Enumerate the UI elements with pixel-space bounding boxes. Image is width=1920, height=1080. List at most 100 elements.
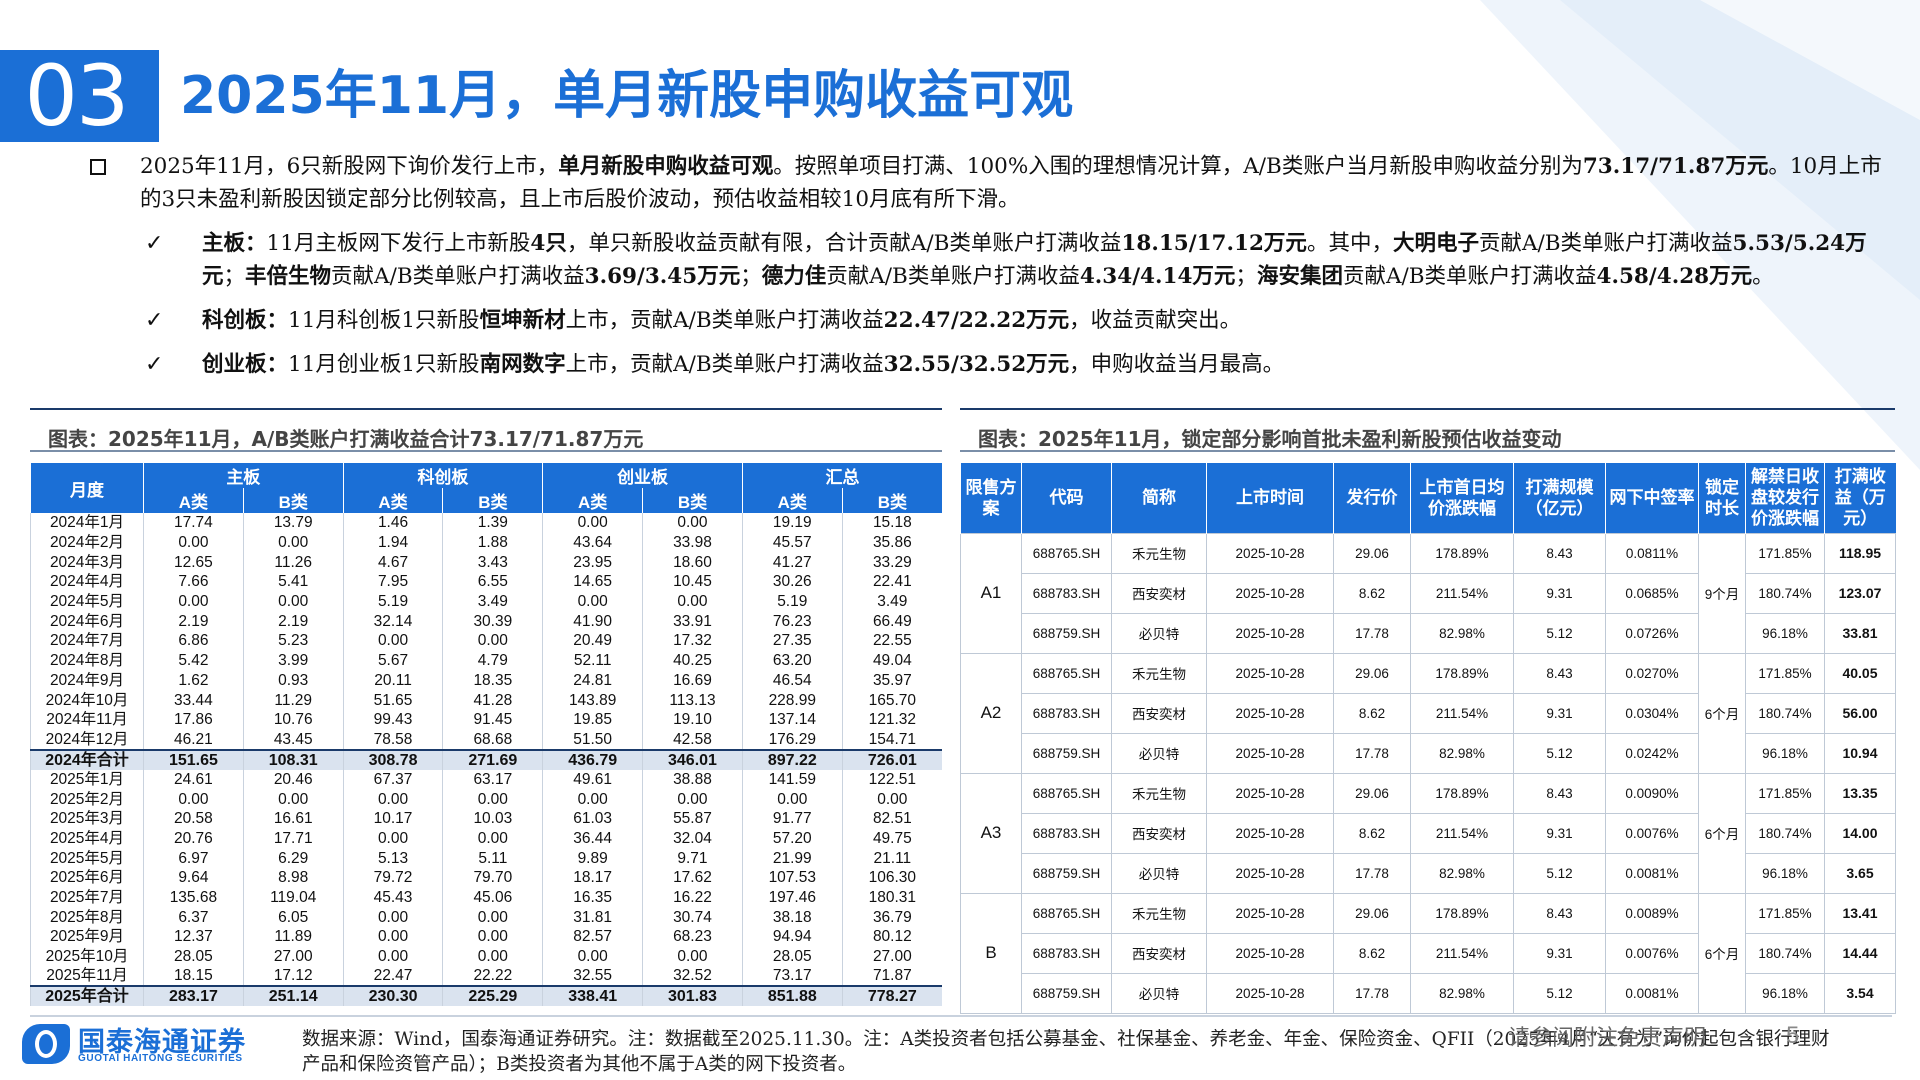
income-cell: 13.35 <box>1824 772 1896 814</box>
value-cell: 0.00 <box>342 927 443 947</box>
value-cell: 10.76 <box>242 709 344 730</box>
value-cell: 143.89 <box>542 690 643 710</box>
win-rate-cell: 0.0685% <box>1605 572 1699 614</box>
value-cell: 57.20 <box>741 828 843 849</box>
value-cell: 24.61 <box>143 769 244 790</box>
value-cell: 107.53 <box>741 868 843 888</box>
table-row: A2 688765.SH 禾元生物 2025-10-28 29.06 178.89% 8.4… <box>960 652 1896 774</box>
scale-cell: 9.31 <box>1513 692 1606 734</box>
listing-date-cell: 2025-10-28 <box>1206 572 1334 614</box>
value-cell: 0.00 <box>442 907 543 928</box>
column-header: 限售方案 <box>960 463 1022 533</box>
table-row: 2024年5月 0.00 0.00 5.19 3.49 0.00 0.00 5.19 3.49 <box>30 591 942 612</box>
month-cell: 2025年11月 <box>30 966 144 987</box>
bold-text-segment: 德力佳 <box>761 264 827 289</box>
group-header-chinext: 创业板 <box>542 463 743 488</box>
month-cell: 2025年7月 <box>30 887 144 908</box>
section-number: 03 <box>0 50 152 142</box>
bold-text-segment: 22.47/22.22万元 <box>883 308 1070 333</box>
table-row: 2024年7月 6.86 5.23 0.00 0.00 20.49 17.32 27.35 22… <box>30 631 942 651</box>
value-cell: 11.26 <box>242 552 344 573</box>
value-cell: 9.64 <box>143 868 244 888</box>
board-point-text: 科创板：11月科创板1只新股恒坤新材上市，贡献A/B类单账户打满收益22.47/… <box>202 304 1890 337</box>
value-cell: 9.71 <box>642 848 743 868</box>
table-row: 2024年3月 12.65 11.26 4.67 3.43 23.95 18.60 41.27… <box>30 552 942 573</box>
month-cell: 2025年4月 <box>30 828 144 849</box>
table-row: 2025年4月 20.76 17.71 0.00 0.00 36.44 32.04 57.20… <box>30 828 942 849</box>
bold-text-segment: 大明电子 <box>1392 231 1479 256</box>
value-cell: 0.00 <box>342 907 443 928</box>
bold-text-segment: 创业板： <box>202 352 289 377</box>
value-cell: 6.05 <box>242 907 344 928</box>
value-cell: 30.74 <box>642 907 743 928</box>
name-cell: 禾元生物 <box>1111 652 1207 694</box>
value-cell: 113.13 <box>642 690 743 710</box>
issue-price-cell: 29.06 <box>1333 772 1411 814</box>
value-cell: 23.95 <box>542 552 643 573</box>
table-row: 688783.SH 西安奕材 2025-10-28 8.62 211.54% 9.31 0.… <box>961 692 1896 734</box>
value-cell: 78.58 <box>342 729 443 750</box>
bold-text-segment: 32.55/32.52万元 <box>883 352 1070 377</box>
table-row: 2024年1月 17.74 13.79 1.46 1.39 0.00 0.00 19.19 15… <box>30 513 942 533</box>
annual-total-row: 2025年合计 283.17 251.14 230.30 225.29 338.41 301… <box>30 985 942 1007</box>
value-cell: 17.12 <box>242 966 344 987</box>
value-cell: 22.41 <box>841 572 942 592</box>
value-cell: 41.28 <box>442 690 543 710</box>
board-point-text: 创业板：11月创业板1只新股南网数字上市，贡献A/B类单账户打满收益32.55/… <box>202 348 1890 381</box>
value-cell: 18.60 <box>642 552 743 573</box>
value-cell: 71.87 <box>841 966 942 987</box>
left-chart-title: 图表：2025年11月，A/B类账户打满收益合计73.17/71.87万元 <box>30 408 942 452</box>
value-cell: 22.22 <box>442 966 543 987</box>
value-cell: 3.49 <box>442 591 543 612</box>
lock-period-cell: 6个月 <box>1698 892 1746 1014</box>
value-cell: 0.00 <box>242 532 344 553</box>
value-cell: 346.01 <box>642 748 743 770</box>
value-cell: 251.14 <box>242 985 344 1007</box>
value-cell: 1.94 <box>342 532 443 553</box>
value-cell: 20.49 <box>542 631 643 651</box>
bold-text-segment: 丰倍生物 <box>245 264 332 289</box>
value-cell: 76.23 <box>741 611 843 632</box>
win-rate-cell: 0.0811% <box>1605 532 1699 574</box>
value-cell: 108.31 <box>242 748 344 770</box>
month-cell: 2024年6月 <box>30 611 144 632</box>
month-cell: 2024年7月 <box>30 631 144 651</box>
table-row: 2025年6月 9.64 8.98 79.72 79.70 18.17 17.62 107.5… <box>30 868 942 888</box>
income-cell: 118.95 <box>1824 532 1896 574</box>
value-cell: 45.06 <box>442 887 543 908</box>
first-day-change-cell: 82.98% <box>1410 852 1514 894</box>
intro-text: 2025年11月，6只新股网下询价发行上市，单月新股申购收益可观。按照单项目打满… <box>140 150 1890 216</box>
value-cell: 32.52 <box>642 966 743 987</box>
scheme-cell: A1 <box>960 532 1022 654</box>
disclaimer-link[interactable]: 请参阅附注免责声明 <box>1508 1026 1707 1051</box>
text-segment: 。10月上市的3只未盈利新股因锁定部分比例较高，且上市后股价波动，预估收益相较1… <box>140 154 1882 212</box>
section-divider <box>150 50 159 142</box>
listing-date-cell: 2025-10-28 <box>1206 972 1334 1014</box>
table-row: 2025年7月 135.68 119.04 45.43 45.06 16.35 16.22 1… <box>30 887 942 908</box>
value-cell: 41.27 <box>741 552 843 573</box>
value-cell: 43.45 <box>242 729 344 750</box>
scheme-cell: B <box>960 892 1022 1014</box>
value-cell: 180.31 <box>841 887 942 908</box>
column-header: 网下中签率 <box>1605 463 1699 533</box>
value-cell: 0.93 <box>242 670 344 691</box>
month-cell: 2025年5月 <box>30 848 144 868</box>
table-row: 2024年4月 7.66 5.41 7.95 6.55 14.65 10.45 30.26 22… <box>30 572 942 592</box>
value-cell: 0.00 <box>143 532 244 553</box>
board-point: ✓ 科创板：11月科创板1只新股恒坤新材上市，贡献A/B类单账户打满收益22.47… <box>90 304 1890 337</box>
value-cell: 176.29 <box>741 729 843 750</box>
code-cell: 688783.SH <box>1021 572 1112 614</box>
name-cell: 禾元生物 <box>1111 772 1207 814</box>
value-cell: 18.35 <box>442 670 543 691</box>
win-rate-cell: 0.0090% <box>1605 772 1699 814</box>
unlock-change-cell: 180.74% <box>1745 692 1825 734</box>
table-row: A1 688765.SH 禾元生物 2025-10-28 29.06 178.89% 8.4… <box>960 532 1896 654</box>
value-cell: 0.00 <box>542 789 643 809</box>
table-row: 2024年12月 46.21 43.45 78.58 68.68 51.50 42.58 17… <box>30 729 942 750</box>
month-cell: 2025年2月 <box>30 789 144 809</box>
value-cell: 0.00 <box>542 513 643 533</box>
name-cell: 必贝特 <box>1111 852 1207 894</box>
income-cell: 33.81 <box>1824 612 1896 654</box>
company-logo: 国泰海通证券 GUOTAI HAITONG SECURITIES <box>22 1020 294 1068</box>
